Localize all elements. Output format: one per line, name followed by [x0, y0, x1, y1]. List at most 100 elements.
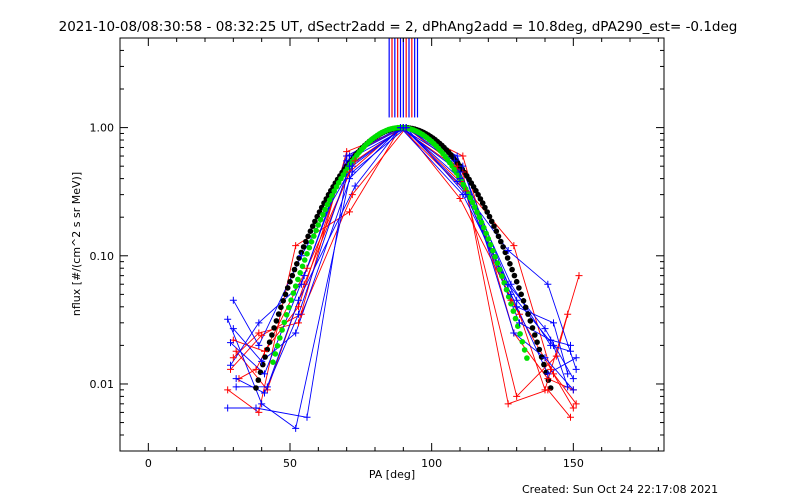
- marker-red-2-8: [569, 404, 577, 412]
- fit-point-green-fit: [485, 236, 492, 242]
- fit-point-green-fit: [496, 266, 503, 273]
- vertical-lines: [388, 38, 419, 118]
- fit-point-green-fit: [481, 224, 487, 231]
- fit-point-black-fit: [271, 325, 277, 331]
- marker-red-4-6: [513, 392, 521, 400]
- fit-point-green-fit: [274, 343, 281, 349]
- fit-point-black-fit: [495, 233, 502, 240]
- fit-point-black-fit: [527, 318, 534, 324]
- fit-point-black-fit: [312, 218, 318, 225]
- marker-red-4-8: [564, 310, 572, 318]
- series-line-red-1: [227, 126, 571, 418]
- marker-blue-8-2: [295, 310, 302, 318]
- marker-red-6-2: [295, 319, 302, 327]
- marker-blue-3-0: [227, 339, 234, 347]
- fit-point-black-fit: [303, 238, 309, 245]
- fit-point-black-fit: [516, 285, 522, 291]
- series-line-blue-8: [235, 127, 574, 394]
- fit-point-black-fit: [309, 223, 316, 229]
- marker-blue-8-7: [541, 325, 549, 333]
- fit-point-black-fit: [291, 266, 298, 273]
- fit-point-green-fit: [460, 181, 467, 188]
- marker-red-1-2: [292, 242, 300, 250]
- marker-blue-5-2: [303, 413, 311, 421]
- fit-point-black-fit: [500, 244, 506, 250]
- fit-point-black-fit: [504, 255, 511, 261]
- fit-point-green-fit: [524, 355, 530, 361]
- fit-point-green-fit: [483, 230, 489, 237]
- fit-point-green-fit: [283, 312, 290, 318]
- marker-red-4-7: [552, 352, 560, 360]
- marker-blue-3-6: [513, 303, 521, 311]
- fit-point-black-fit: [536, 346, 543, 353]
- fit-point-green-fit: [505, 293, 512, 300]
- fit-point-black-fit: [507, 261, 513, 267]
- fit-point-green-fit: [306, 244, 313, 251]
- marker-red-5-7: [541, 386, 549, 394]
- marker-blue-7-3: [343, 152, 351, 160]
- x-tick-label-0: 0: [145, 457, 152, 470]
- marker-red-4-0: [232, 347, 240, 355]
- fit-point-black-fit: [486, 213, 493, 220]
- fit-point-black-fit: [511, 272, 518, 279]
- marker-blue-4-6: [510, 329, 518, 337]
- fit-point-black-fit: [491, 223, 497, 229]
- fit-point-black-fit: [525, 311, 531, 317]
- fit-point-black-fit: [296, 255, 302, 261]
- marker-blue-6-6: [507, 290, 515, 298]
- series-line-blue-5: [227, 127, 571, 418]
- fit-point-black-fit: [475, 191, 481, 198]
- x-tick-label-1: 50: [283, 457, 297, 470]
- series-line-blue-1: [227, 127, 571, 430]
- marker-red-5-3: [351, 157, 359, 165]
- marker-blue-5-6: [516, 319, 523, 327]
- marker-blue-4-2: [295, 296, 302, 304]
- marker-blue-2-6: [504, 246, 512, 254]
- fit-point-green-fit: [308, 239, 315, 245]
- fit-point-black-fit: [289, 272, 296, 279]
- fit-point-green-fit: [521, 347, 528, 353]
- marker-blue-1-3: [346, 175, 353, 183]
- fit-point-green-fit: [324, 201, 331, 208]
- marker-red-5-8: [575, 272, 583, 280]
- fit-point-black-fit: [484, 209, 491, 215]
- fit-point-black-fit: [529, 325, 536, 331]
- fit-point-green-fit: [333, 184, 340, 190]
- marker-blue-2-0: [229, 296, 237, 304]
- marker-blue-3-7: [550, 319, 557, 327]
- fit-point-green-fit: [288, 297, 294, 304]
- fit-point-green-fit: [329, 192, 335, 199]
- fit-point-black-fit: [305, 233, 311, 240]
- fit-point-black-fit: [520, 298, 527, 304]
- fit-point-black-fit: [262, 354, 268, 360]
- fit-point-black-fit: [498, 238, 504, 245]
- x-tick-label-2: 100: [421, 457, 442, 470]
- marker-red-2-2: [295, 303, 302, 311]
- series-line-red-5: [238, 126, 580, 392]
- y-tick-label-1: 0.10: [90, 250, 115, 263]
- fit-point-green-fit: [478, 219, 485, 226]
- fit-point-green-fit: [503, 286, 510, 293]
- fit-point-green-fit: [301, 257, 308, 263]
- marker-blue-1-0: [224, 315, 232, 323]
- fit-point-green-fit: [286, 304, 292, 311]
- marker-blue-3-1: [261, 370, 268, 378]
- series-line-red-4: [235, 126, 569, 398]
- marker-red-2-6: [510, 242, 518, 250]
- fit-point-green-fit: [476, 214, 483, 220]
- fit-point-black-fit: [509, 266, 515, 273]
- fit-point-green-fit: [292, 283, 299, 290]
- fit-point-black-fit: [538, 354, 545, 360]
- fit-point-green-fit: [508, 301, 514, 307]
- fit-point-black-fit: [278, 304, 284, 311]
- marker-red-2-7: [547, 365, 555, 373]
- marker-blue-4-5: [459, 162, 467, 170]
- fit-point-black-fit: [545, 377, 552, 383]
- marker-blue-4-0: [232, 383, 240, 391]
- marker-blue-7-8: [564, 383, 572, 391]
- fit-point-green-fit: [512, 315, 519, 322]
- fit-point-black-fit: [284, 285, 291, 291]
- x-tick-label-3: 150: [563, 457, 584, 470]
- marker-blue-6-7: [544, 370, 552, 378]
